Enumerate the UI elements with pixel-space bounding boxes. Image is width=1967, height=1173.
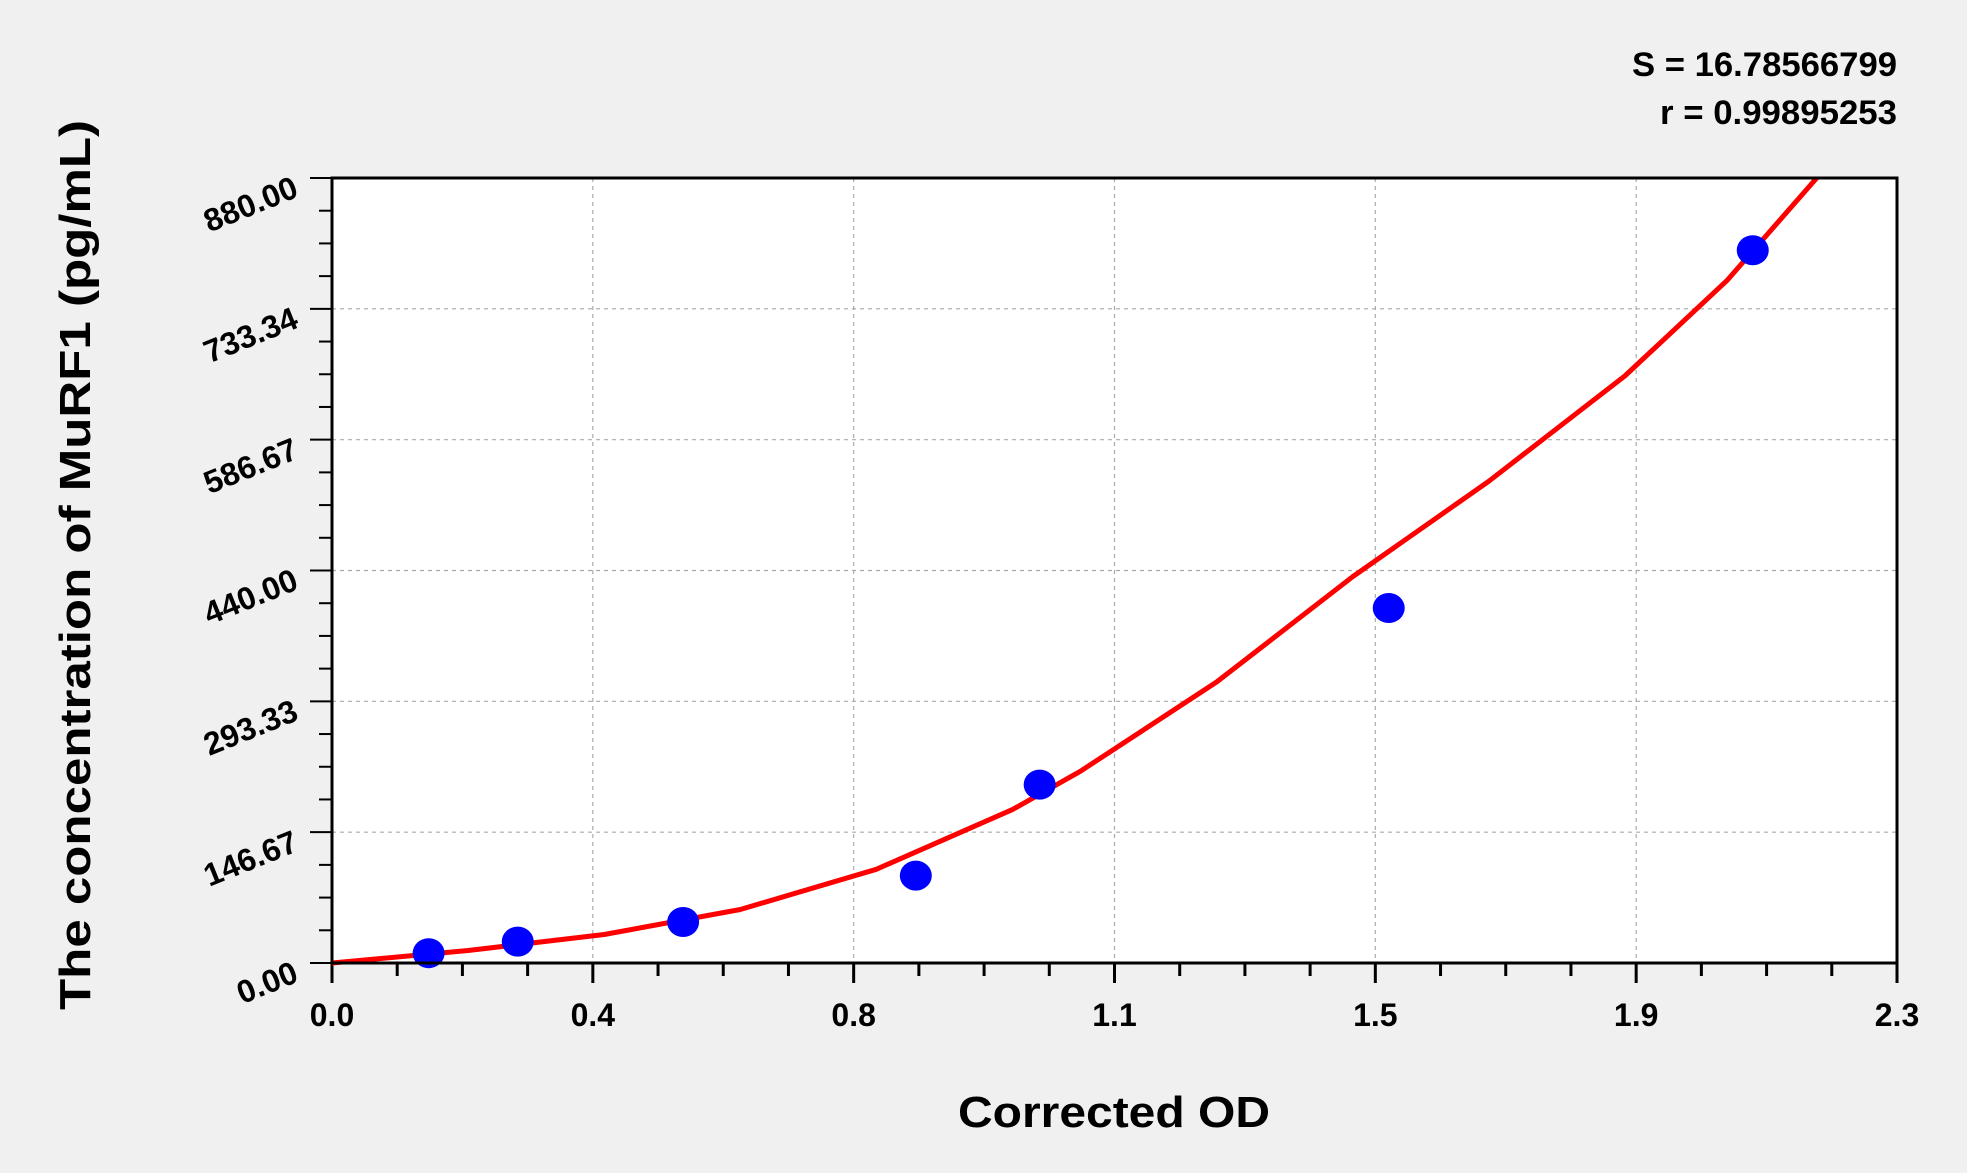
y-tick-label: 293.33 [198,692,302,762]
x-tick-label: 1.5 [1353,997,1397,1033]
x-tick-label: 1.9 [1614,997,1658,1033]
x-tick-label: 0.4 [571,997,616,1033]
x-tick-labels: 0.0 0.4 0.8 1.1 1.5 1.9 2.3 [310,997,1919,1033]
fit-curve-layer [331,176,1819,966]
x-tick-label: 0.0 [310,997,354,1033]
y-tick-label: 0.00 [231,954,302,1011]
x-tick-label: 1.1 [1092,997,1136,1033]
data-point [1736,235,1769,266]
ticks [310,177,1899,983]
data-point [667,906,700,937]
data-point [1372,592,1405,623]
y-tick-labels: 0.00 146.67 293.33 440.00 586.67 733.34 880.00 [198,169,302,1011]
stat-r: r = 0.99895253 [1660,94,1897,132]
stat-s: S = 16.78566799 [1632,46,1897,84]
y-tick-label: 440.00 [198,562,302,632]
data-point [412,938,445,969]
data-point [899,860,932,891]
grid [332,178,1897,963]
x-tick-label: 2.3 [1875,997,1919,1033]
x-tick-label: 0.8 [831,997,875,1033]
plot-frame [330,176,1899,965]
fit-curve [331,176,1819,966]
x-axis-title: Corrected OD [958,1088,1270,1137]
y-tick-label: 733.34 [198,300,302,370]
data-points [412,235,1769,969]
y-tick-label: 880.00 [198,169,302,239]
y-tick-label: 586.67 [198,431,302,501]
y-tick-label: 146.67 [198,823,302,893]
data-point [1023,769,1056,800]
data-point [501,926,534,957]
y-axis-title: The concentration of MuRF1 (pg/mL) [51,120,100,1010]
